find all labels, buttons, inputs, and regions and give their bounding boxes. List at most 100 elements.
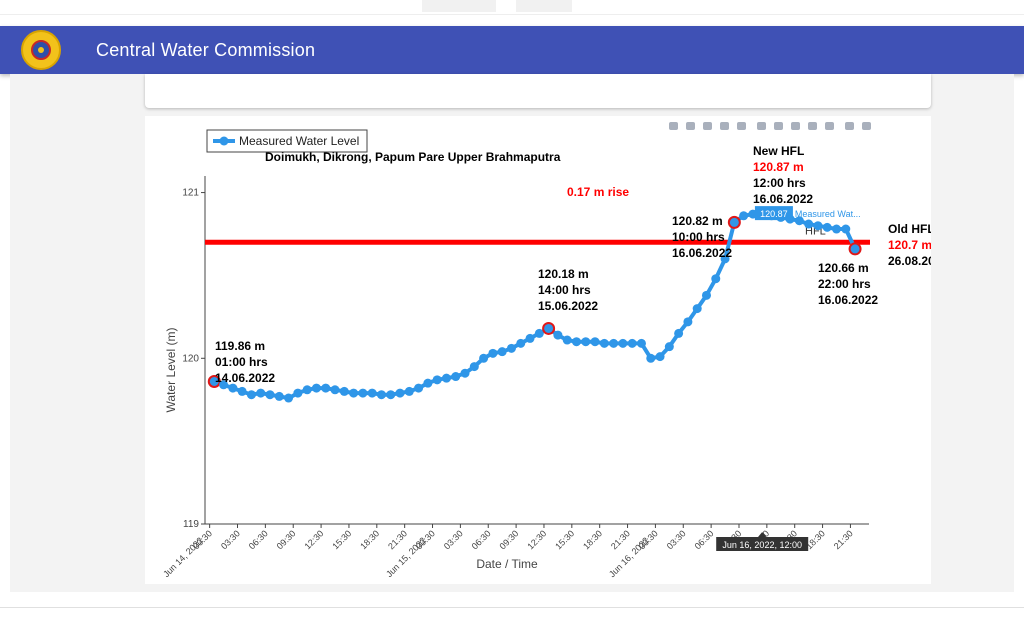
data-point[interactable] [599,338,609,348]
last-annotation-line: 22:00 hrs [818,277,871,291]
x-tick-label: 15:30 [553,528,576,551]
x-tick-label: 03:30 [219,528,242,551]
box-select-icon-shape [720,122,729,130]
data-point[interactable] [646,353,656,363]
hover-closest-icon[interactable] [845,122,854,130]
hover-x-pointer [757,532,768,538]
data-point[interactable] [237,386,247,396]
start-annotation-line: 01:00 hrs [215,355,268,369]
data-point[interactable] [284,393,294,403]
data-point[interactable] [831,224,841,234]
data-point[interactable] [506,343,516,353]
day2-annotation-line: 120.18 m [538,267,589,281]
data-point[interactable] [525,333,535,343]
data-point[interactable] [386,390,396,400]
data-point[interactable] [553,330,563,340]
data-point[interactable] [358,388,368,398]
day2-annotation-line: 15.06.2022 [538,299,598,313]
data-point[interactable] [664,342,674,352]
data-point[interactable] [228,383,238,393]
data-point[interactable] [274,391,284,401]
data-point[interactable] [321,383,331,393]
data-point[interactable] [581,337,591,347]
data-point[interactable] [219,380,229,390]
data-point[interactable] [711,274,721,284]
hover-value-box [754,206,793,221]
y-tick-label: 121 [182,188,199,199]
data-point[interactable] [265,390,275,400]
data-point[interactable] [627,338,637,348]
legend-swatch-marker [219,136,229,146]
x-tick-label: 06:30 [470,528,493,551]
box-select-icon[interactable] [720,122,729,130]
data-point[interactable] [692,304,702,314]
zoom-icon[interactable] [686,122,695,130]
data-point[interactable] [349,388,359,398]
hover-closest-icon-shape [845,122,854,130]
hover-x-box [716,537,809,551]
info-card [145,74,931,108]
old-hfl-annotation-line: Old HFL [888,222,931,236]
pan-icon[interactable] [703,122,712,130]
data-point[interactable] [302,385,312,395]
data-point[interactable] [683,317,693,327]
lasso-icon[interactable] [737,122,746,130]
data-point[interactable] [618,338,628,348]
data-point[interactable] [497,347,507,357]
zoom-out-icon[interactable] [774,122,783,130]
data-point[interactable] [813,221,823,231]
spike-lines-icon[interactable] [825,122,834,130]
lasso-icon-shape [737,122,746,130]
data-point[interactable] [674,328,684,338]
new-hfl-annotation-line: 16.06.2022 [753,192,813,206]
data-point[interactable] [376,390,386,400]
data-point[interactable] [655,352,665,362]
data-point[interactable] [395,388,405,398]
data-point[interactable] [534,328,544,338]
new-hfl-annotation-line: 120.87 m [753,160,804,174]
data-point[interactable] [822,222,832,232]
data-point[interactable] [293,388,303,398]
data-point[interactable] [404,386,414,396]
data-point[interactable] [701,290,711,300]
data-point[interactable] [794,216,804,226]
new-hfl-annotation-line: 12:00 hrs [753,176,806,190]
data-point[interactable] [562,335,572,345]
data-point[interactable] [451,372,461,382]
data-point[interactable] [720,254,730,264]
data-point[interactable] [339,386,349,396]
data-point[interactable] [488,348,498,358]
data-point[interactable] [460,368,470,378]
camera-icon[interactable] [669,122,678,130]
data-point[interactable] [479,353,489,363]
data-point[interactable] [207,374,221,388]
data-point[interactable] [423,378,433,388]
data-point[interactable] [739,211,749,221]
data-point[interactable] [441,373,451,383]
data-point[interactable] [516,338,526,348]
data-point[interactable] [469,362,479,372]
data-point[interactable] [636,338,646,348]
data-point[interactable] [367,388,377,398]
data-point[interactable] [311,383,321,393]
data-point[interactable] [848,242,862,256]
data-point[interactable] [609,338,619,348]
data-point[interactable] [804,219,814,229]
autoscale-icon[interactable] [791,122,800,130]
zoom-in-icon[interactable] [757,122,766,130]
hover-compare-icon[interactable] [862,122,871,130]
data-point[interactable] [330,385,340,395]
data-point[interactable] [246,390,256,400]
data-point[interactable] [432,375,442,385]
reset-axes-icon[interactable] [808,122,817,130]
data-point[interactable] [256,388,266,398]
data-point[interactable] [841,224,851,234]
data-point[interactable] [727,215,741,229]
data-point[interactable] [571,337,581,347]
old-hfl-annotation-line: 26.08.2021 [888,254,931,268]
x-tick-label: 09:30 [275,528,298,551]
data-point[interactable] [414,383,424,393]
data-point[interactable] [542,321,556,335]
data-point[interactable] [590,337,600,347]
